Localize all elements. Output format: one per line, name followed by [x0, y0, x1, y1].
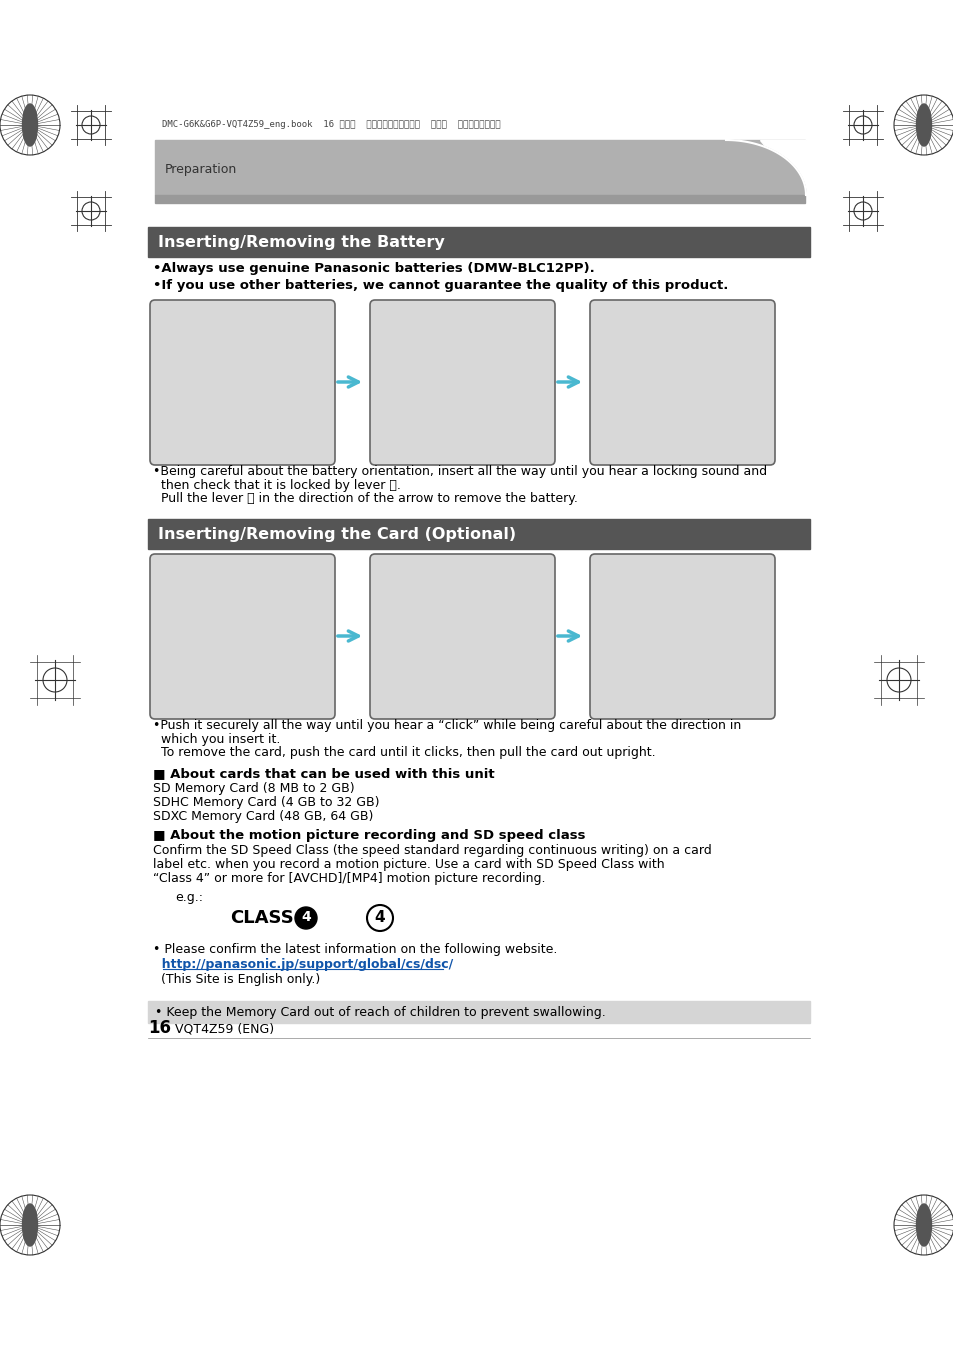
- Ellipse shape: [916, 1204, 930, 1246]
- Text: •Push it securely all the way until you hear a “click” while being careful about: •Push it securely all the way until you …: [152, 718, 740, 732]
- Text: ■ About cards that can be used with this unit: ■ About cards that can be used with this…: [152, 767, 494, 780]
- Text: CLASS: CLASS: [230, 909, 294, 927]
- Text: ■ About the motion picture recording and SD speed class: ■ About the motion picture recording and…: [152, 829, 585, 842]
- FancyBboxPatch shape: [589, 554, 774, 718]
- Text: Inserting/Removing the Card (Optional): Inserting/Removing the Card (Optional): [158, 527, 516, 542]
- Text: (This Site is English only.): (This Site is English only.): [152, 973, 320, 985]
- Text: SDHC Memory Card (4 GB to 32 GB): SDHC Memory Card (4 GB to 32 GB): [152, 797, 379, 809]
- Text: To remove the card, push the card until it clicks, then pull the card out uprigh: To remove the card, push the card until …: [152, 745, 655, 759]
- Circle shape: [294, 907, 316, 929]
- Text: VQT4Z59 (ENG): VQT4Z59 (ENG): [171, 1023, 274, 1037]
- Text: which you insert it.: which you insert it.: [152, 733, 280, 745]
- Text: • Please confirm the latest information on the following website.: • Please confirm the latest information …: [152, 944, 557, 956]
- FancyBboxPatch shape: [150, 301, 335, 465]
- FancyBboxPatch shape: [370, 554, 555, 718]
- Polygon shape: [725, 140, 805, 195]
- Text: SD Memory Card (8 MB to 2 GB): SD Memory Card (8 MB to 2 GB): [152, 782, 355, 795]
- Text: “Class 4” or more for [AVCHD]/[MP4] motion picture recording.: “Class 4” or more for [AVCHD]/[MP4] moti…: [152, 872, 545, 886]
- Ellipse shape: [916, 104, 930, 146]
- FancyBboxPatch shape: [150, 554, 335, 718]
- Ellipse shape: [23, 104, 37, 146]
- Text: http://panasonic.jp/support/global/cs/dsc/: http://panasonic.jp/support/global/cs/ds…: [152, 958, 453, 971]
- Text: •If you use other batteries, we cannot guarantee the quality of this product.: •If you use other batteries, we cannot g…: [152, 279, 727, 293]
- Text: Pull the lever Ⓐ in the direction of the arrow to remove the battery.: Pull the lever Ⓐ in the direction of the…: [152, 492, 578, 506]
- Text: 4: 4: [375, 910, 385, 925]
- Text: 4: 4: [301, 910, 311, 923]
- Text: Confirm the SD Speed Class (the speed standard regarding continuous writing) on : Confirm the SD Speed Class (the speed st…: [152, 844, 711, 857]
- Ellipse shape: [23, 1204, 37, 1246]
- Text: DMC-G6K&G6P-VQT4Z59_eng.book  16 ページ  ２０１３年４月２４日  水曜日  午前１１時２２分: DMC-G6K&G6P-VQT4Z59_eng.book 16 ページ ２０１３…: [162, 120, 500, 129]
- Bar: [148, 226, 809, 257]
- Text: Preparation: Preparation: [165, 163, 237, 177]
- Text: label etc. when you record a motion picture. Use a card with SD Speed Class with: label etc. when you record a motion pict…: [152, 857, 664, 871]
- FancyBboxPatch shape: [589, 301, 774, 465]
- Text: •Always use genuine Panasonic batteries (DMW-BLC12PP).: •Always use genuine Panasonic batteries …: [152, 262, 594, 275]
- Text: then check that it is locked by lever Ⓐ.: then check that it is locked by lever Ⓐ.: [152, 479, 400, 492]
- Bar: [148, 519, 809, 549]
- Bar: [154, 195, 804, 204]
- Text: • Keep the Memory Card out of reach of children to prevent swallowing.: • Keep the Memory Card out of reach of c…: [154, 1006, 605, 1019]
- Text: SDXC Memory Card (48 GB, 64 GB): SDXC Memory Card (48 GB, 64 GB): [152, 810, 373, 824]
- Bar: [154, 140, 804, 195]
- Text: •Being careful about the battery orientation, insert all the way until you hear : •Being careful about the battery orienta…: [152, 465, 766, 479]
- FancyBboxPatch shape: [370, 301, 555, 465]
- Polygon shape: [760, 140, 805, 195]
- Text: e.g.:: e.g.:: [174, 891, 203, 905]
- Text: 16: 16: [148, 1019, 171, 1037]
- Bar: [148, 1002, 809, 1023]
- Text: Inserting/Removing the Battery: Inserting/Removing the Battery: [158, 235, 444, 249]
